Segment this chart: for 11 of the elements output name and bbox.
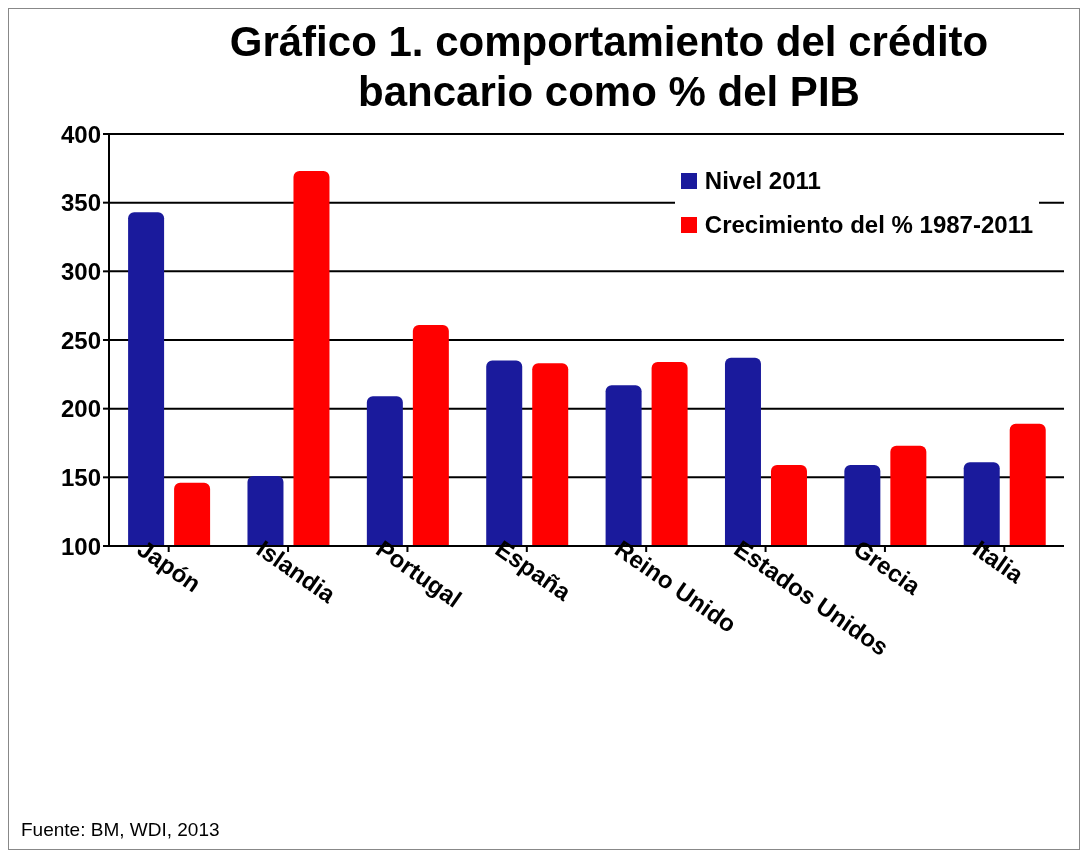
y-tick-label: 350 [60,189,101,217]
y-tick-label: 150 [60,463,101,491]
y-tick-label: 100 [60,532,101,560]
legend-label: Crecimiento del % 1987-2011 [704,210,1033,240]
source-note: Fuente: BM, WDI, 2013 [21,819,220,841]
legend-label: Nivel 2011 [704,166,821,196]
y-tick-label: 400 [60,120,101,148]
y-tick-label: 200 [60,395,101,423]
y-tick-label: 250 [60,326,101,354]
y-tick-label: 300 [60,257,101,285]
chart-title: Gráfico 1. comportamiento del crédito bancario como % del PIB [149,17,1069,117]
